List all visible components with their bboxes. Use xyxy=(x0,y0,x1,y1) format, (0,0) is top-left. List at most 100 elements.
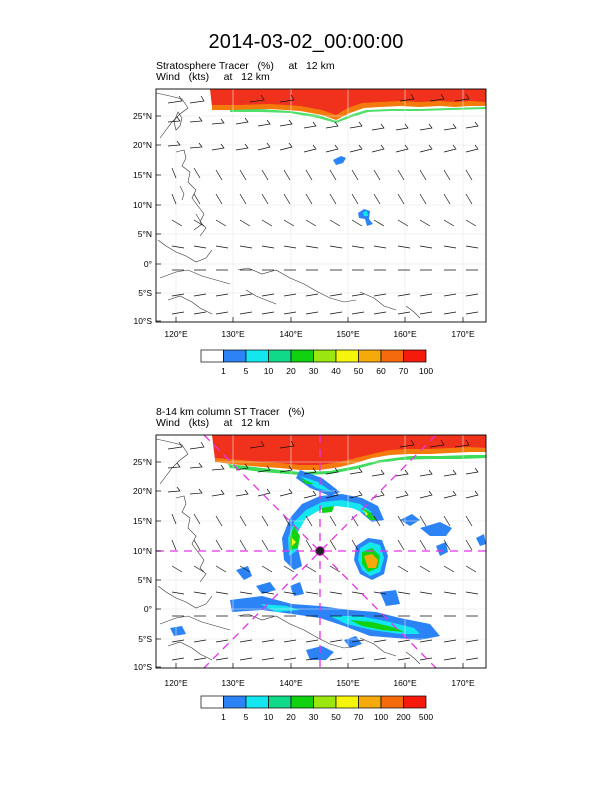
top-colorbar-label: 50 xyxy=(354,366,364,376)
top-lat-label: 0° xyxy=(144,259,152,269)
top-caption-line1: Stratosphere Tracer (%) at 12 km xyxy=(156,60,335,72)
top-colorbar-swatch xyxy=(403,349,427,363)
bottom-colorbar-swatch xyxy=(290,695,314,709)
top-colorbar-swatch xyxy=(380,349,404,363)
top-map-panel: 25°N 20°N 15°N 10°N 5°N 0° 5°S 10°S 120°… xyxy=(133,88,487,376)
bottom-colorbar-label: 20 xyxy=(286,712,296,722)
bottom-lon-label: 120°E xyxy=(164,678,188,688)
bottom-map-frame xyxy=(155,434,487,669)
top-colorbar-label: 5 xyxy=(244,366,249,376)
bottom-ticks xyxy=(156,461,464,668)
top-colorbar-label: 20 xyxy=(286,366,296,376)
bottom-caption-line1: 8-14 km column ST Tracer (%) xyxy=(156,406,305,418)
top-colorbar-swatch xyxy=(245,349,269,363)
bottom-colorbar-label: 200 xyxy=(396,712,410,722)
top-colorbar-swatch xyxy=(358,349,382,363)
bottom-coastlines xyxy=(156,438,421,665)
bottom-colorbar-label: 30 xyxy=(309,712,319,722)
bottom-tracer-arc-cyan xyxy=(288,500,372,556)
bottom-colorbar-swatch xyxy=(245,695,269,709)
top-lon-label: 170°E xyxy=(451,329,475,339)
bottom-colorbar: 1 5 10 20 30 50 70 100 200 500 xyxy=(200,695,433,722)
top-lat-label: 5°N xyxy=(138,229,152,239)
top-lon-label: 140°E xyxy=(279,329,303,339)
bottom-center-marker xyxy=(315,546,325,556)
bottom-lon-label: 160°E xyxy=(393,678,417,688)
bottom-colorbar-swatch xyxy=(200,695,224,709)
top-ticks xyxy=(156,115,464,322)
top-colorbar-swatch xyxy=(313,349,337,363)
top-colorbar-label: 60 xyxy=(376,366,386,376)
bottom-map-panel: 25°N 20°N 15°N 10°N 5°N 0° 5°S 10°S 120°… xyxy=(133,434,487,722)
bottom-colorbar-swatch xyxy=(403,695,427,709)
bottom-lat-label: 5°N xyxy=(138,575,152,585)
top-colorbar-swatch xyxy=(290,349,314,363)
top-lat-label: 10°N xyxy=(133,200,152,210)
bottom-lat-label: 5°S xyxy=(138,634,152,644)
top-colorbar-label: 70 xyxy=(399,366,409,376)
bottom-caption-line2: Wind (kts) at 12 km xyxy=(156,417,270,429)
bottom-colorbar-swatch xyxy=(313,695,337,709)
top-lon-label: 130°E xyxy=(221,329,245,339)
top-coastlines xyxy=(156,92,421,319)
bottom-colorbar-swatch xyxy=(223,695,247,709)
top-colorbar-swatch xyxy=(200,349,224,363)
bottom-colorbar-swatch xyxy=(268,695,292,709)
bottom-lat-label: 15°N xyxy=(133,516,152,526)
bottom-tracer-arc-blue xyxy=(282,494,384,570)
top-caption-line2: Wind (kts) at 12 km xyxy=(156,71,270,83)
top-tracer-blue-patch-1 xyxy=(333,156,346,165)
bottom-colorbar-swatch xyxy=(358,695,382,709)
bottom-colorbar-label: 1 xyxy=(221,712,226,722)
top-map-frame xyxy=(155,88,487,323)
bottom-colorbar-label: 70 xyxy=(354,712,364,722)
top-lat-label: 25°N xyxy=(133,111,152,121)
top-colorbar-label: 10 xyxy=(264,366,274,376)
top-lon-label: 120°E xyxy=(164,329,188,339)
bottom-colorbar-label: 500 xyxy=(419,712,433,722)
top-colorbar-swatch xyxy=(335,349,359,363)
bottom-lon-label: 150°E xyxy=(336,678,360,688)
top-tracer-orange-edge xyxy=(212,101,486,120)
top-lat-label: 10°S xyxy=(133,316,152,326)
top-lat-label: 15°N xyxy=(133,170,152,180)
bottom-colorbar-label: 100 xyxy=(374,712,388,722)
top-colorbar-swatch xyxy=(268,349,292,363)
top-lon-label: 150°E xyxy=(336,329,360,339)
bottom-tracer-cluster-orange xyxy=(364,554,378,568)
top-lat-label: 20°N xyxy=(133,140,152,150)
top-tracer-cyan-patch xyxy=(363,211,368,216)
bottom-lat-label: 20°N xyxy=(133,486,152,496)
top-colorbar-label: 100 xyxy=(419,366,433,376)
bottom-lat-label: 10°N xyxy=(133,546,152,556)
bottom-lat-label: 10°S xyxy=(133,662,152,672)
bottom-tracer-orange-edge xyxy=(215,447,486,470)
top-tracer-blue-patch-2 xyxy=(358,209,373,226)
bottom-lon-label: 130°E xyxy=(221,678,245,688)
top-tracer-green-edge xyxy=(230,107,486,123)
top-colorbar-swatch xyxy=(223,349,247,363)
bottom-lon-label: 140°E xyxy=(279,678,303,688)
bottom-colorbar-label: 5 xyxy=(244,712,249,722)
top-lon-label: 160°E xyxy=(393,329,417,339)
bottom-lon-label: 170°E xyxy=(451,678,475,688)
top-lat-label: 5°S xyxy=(138,288,152,298)
top-graticule xyxy=(156,89,486,322)
top-colorbar-label: 1 xyxy=(221,366,226,376)
bottom-tracer-red-band xyxy=(212,435,486,467)
bottom-tracer-scattered-green xyxy=(300,478,404,632)
top-wind-barbs xyxy=(167,93,479,315)
page-title: 2014-03-02_00:00:00 xyxy=(208,31,404,53)
bottom-lat-label: 25°N xyxy=(133,457,152,467)
top-colorbar-label: 40 xyxy=(331,366,341,376)
bottom-tracer-green-edge xyxy=(228,455,486,475)
top-colorbar: 1 5 10 20 30 40 50 60 70 100 xyxy=(200,349,433,376)
bottom-colorbar-label: 50 xyxy=(331,712,341,722)
bottom-colorbar-swatch xyxy=(380,695,404,709)
top-colorbar-label: 30 xyxy=(309,366,319,376)
bottom-colorbar-swatch xyxy=(335,695,359,709)
bottom-wind-barbs xyxy=(167,439,479,661)
bottom-lat-label: 0° xyxy=(144,604,152,614)
bottom-colorbar-label: 10 xyxy=(264,712,274,722)
